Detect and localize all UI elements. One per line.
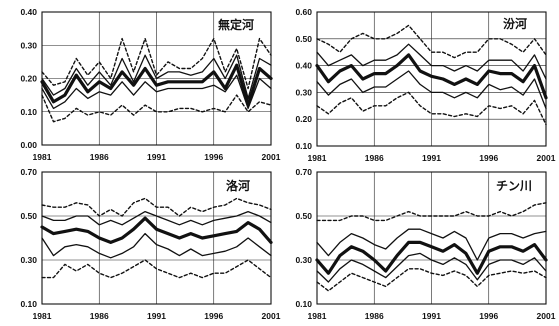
y-tick-label: 0.10 [295,299,312,309]
plot-panel-1: 0.00 0.10 0.20 0.30 0.40 1981 1986 1991 1996 2001… [20,7,280,162]
y-tick-label: 0.30 [20,255,37,265]
panel-title: チン川 [496,179,532,193]
y-tick-label: 0.50 [20,211,37,221]
x-tick-label: 1986 [90,311,109,321]
x-tick-label: 1991 [147,152,166,162]
y-tick-label: 0.40 [295,61,312,71]
x-tick-label: 2001 [537,153,556,163]
panel-title: 洛河 [226,178,250,193]
y-tick-label: 0.10 [295,141,312,151]
x-tick-label: 2001 [262,311,281,321]
y-tick-label: 0.50 [295,211,312,221]
y-tick-label: 0.50 [295,34,312,44]
y-tick-label: 0.70 [295,167,312,177]
y-tick-label: 0.70 [20,167,37,177]
x-tick-label: 1996 [204,311,223,321]
y-tick-label: 0.10 [20,107,37,117]
y-tick-label: 0.20 [20,74,37,84]
x-tick-label: 1986 [365,153,384,163]
x-tick-label: 1981 [33,152,52,162]
plot-panel-2: 0.10 0.20 0.30 0.40 0.50 0.60 1981 1986 1991 1996… [295,7,555,163]
y-tick-label: 0.40 [20,7,37,17]
y-tick-label: 0.30 [295,255,312,265]
plot-panel-4: 0.10 0.30 0.50 0.70 1981 1986 1991 1996 2001 チン川 [295,167,555,321]
x-tick-label: 1991 [147,311,166,321]
x-tick-label: 1996 [204,152,223,162]
x-tick-label: 1986 [90,152,109,162]
y-tick-label: 0.20 [295,114,312,124]
x-tick-label: 1981 [33,311,52,321]
x-tick-label: 1991 [422,311,441,321]
y-tick-label: 0.00 [20,140,37,150]
panel-title: 汾河 [503,16,527,31]
x-tick-label: 2001 [262,152,281,162]
panel-title: 無定河 [218,17,254,32]
x-tick-label: 1986 [365,311,384,321]
x-tick-label: 2001 [537,311,556,321]
x-tick-label: 1991 [422,153,441,163]
y-tick-label: 0.60 [295,7,312,17]
y-tick-label: 0.30 [295,87,312,97]
plot-panel-3: 0.10 0.30 0.50 0.70 1981 1986 1991 1996 2001 洛河 [20,167,280,321]
x-tick-label: 1996 [479,311,498,321]
x-tick-label: 1981 [308,311,327,321]
y-tick-label: 0.10 [20,299,37,309]
x-tick-label: 1996 [479,153,498,163]
y-tick-label: 0.30 [20,40,37,50]
x-tick-label: 1981 [308,153,327,163]
